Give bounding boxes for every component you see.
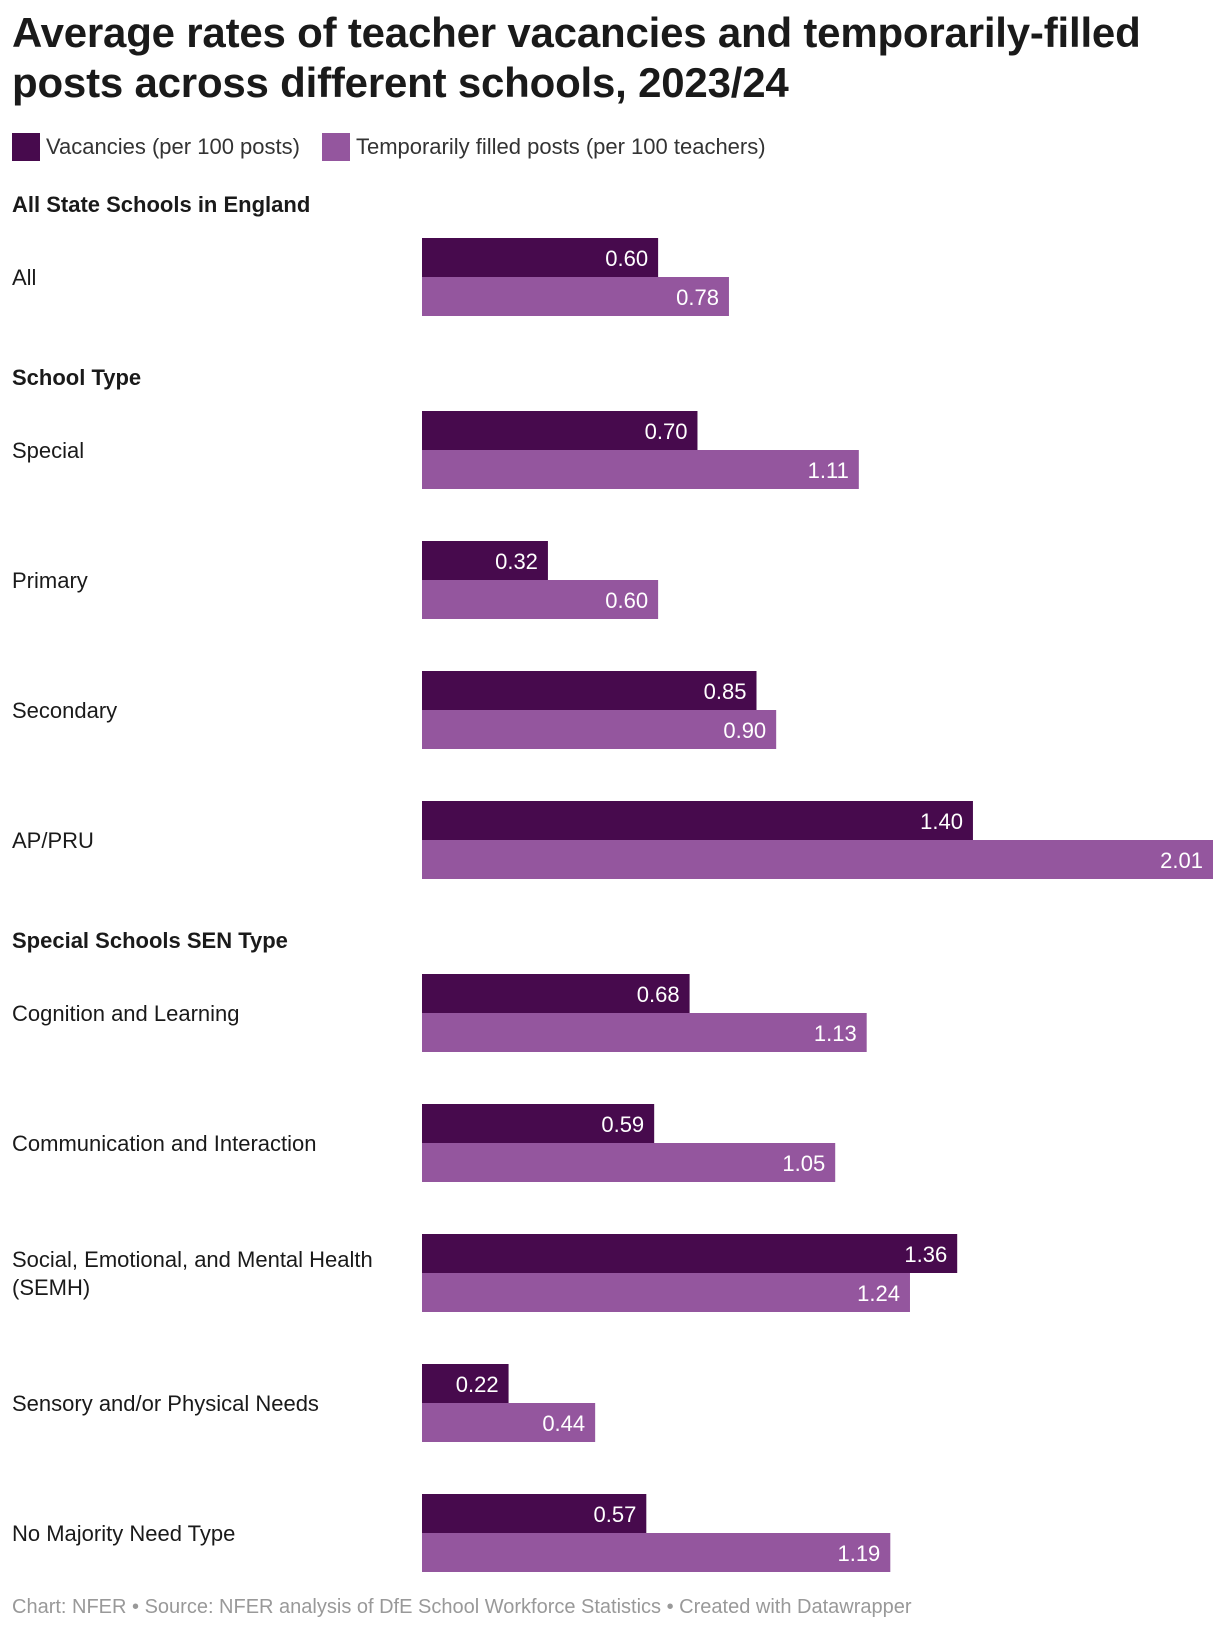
bar-social-emotional-and-mental-health-semh-temporarily-filled xyxy=(422,1273,910,1312)
value-label-special-temporarily-filled: 1.11 xyxy=(808,458,849,483)
bar-primary-temporarily-filled xyxy=(422,580,659,619)
value-label-social-emotional-and-mental-health-semh-vacancies: 1.36 xyxy=(904,1242,947,1267)
chart-footer: Chart: NFER • Source: NFER analysis of D… xyxy=(12,1596,912,1618)
legend-swatch-vacancies xyxy=(12,133,40,161)
row-label-all: All xyxy=(12,265,36,290)
row-label-special: Special xyxy=(12,438,84,463)
bar-communication-and-interaction-vacancies xyxy=(422,1104,655,1143)
row-label-line: Communication and Interaction xyxy=(12,1131,317,1156)
value-label-all-temporarily-filled: 0.78 xyxy=(676,285,719,310)
bar-all-vacancies xyxy=(422,238,659,277)
row-label-no-majority-need-type: No Majority Need Type xyxy=(12,1521,235,1546)
row-label-primary: Primary xyxy=(12,568,88,593)
row-label-line: Special xyxy=(12,438,84,463)
chart-title: Average rates of teacher vacancies and t… xyxy=(12,9,1141,106)
bar-special-temporarily-filled xyxy=(422,450,859,489)
row-label-line: Cognition and Learning xyxy=(12,1001,240,1026)
value-label-sensory-and-or-physical-needs-temporarily-filled: 0.44 xyxy=(542,1411,585,1436)
value-label-social-emotional-and-mental-health-semh-temporarily-filled: 1.24 xyxy=(857,1281,900,1306)
bar-sensory-and-or-physical-needs-vacancies xyxy=(422,1364,509,1403)
row-label-social-emotional-and-mental-health-semh: Social, Emotional, and Mental Health (SEM… xyxy=(12,1247,373,1300)
row-label-line: All xyxy=(12,265,36,290)
row-label-line: No Majority Need Type xyxy=(12,1521,235,1546)
value-label-primary-vacancies: 0.32 xyxy=(495,549,538,574)
bar-ap-pru-temporarily-filled xyxy=(422,840,1213,879)
row-label-ap-pru: AP/PRU xyxy=(12,828,94,853)
value-label-cognition-and-learning-vacancies: 0.68 xyxy=(637,982,680,1007)
legend: Vacancies (per 100 posts) Temporarily fi… xyxy=(12,132,788,162)
value-label-communication-and-interaction-temporarily-filled: 1.05 xyxy=(782,1151,825,1176)
row-label-line: (SEMH) xyxy=(12,1275,90,1300)
value-label-sensory-and-or-physical-needs-vacancies: 0.22 xyxy=(456,1372,499,1397)
bar-sensory-and-or-physical-needs-temporarily-filled xyxy=(422,1403,596,1442)
value-label-all-vacancies: 0.60 xyxy=(605,246,648,271)
group-heading-school-type: School Type xyxy=(12,365,141,390)
value-label-secondary-vacancies: 0.85 xyxy=(704,679,747,704)
row-label-line: Secondary xyxy=(12,698,117,723)
row-label-line: Social, Emotional, and Mental Health xyxy=(12,1247,373,1272)
group-heading-all-state-schools-in-england: All State Schools in England xyxy=(12,192,310,217)
value-label-secondary-temporarily-filled: 0.90 xyxy=(723,718,766,743)
value-label-primary-temporarily-filled: 0.60 xyxy=(605,588,648,613)
row-label-sensory-and-or-physical-needs: Sensory and/or Physical Needs xyxy=(12,1391,319,1416)
legend-label-vacancies: Vacancies (per 100 posts) xyxy=(46,134,300,159)
row-label-line: Sensory and/or Physical Needs xyxy=(12,1391,319,1416)
bar-cognition-and-learning-vacancies xyxy=(422,974,690,1013)
legend-item-vacancies: Vacancies (per 100 posts) xyxy=(12,133,300,161)
row-label-secondary: Secondary xyxy=(12,698,117,723)
bar-secondary-temporarily-filled xyxy=(422,710,777,749)
group-heading-special-schools-sen-type: Special Schools SEN Type xyxy=(12,928,288,953)
bar-no-majority-need-type-temporarily-filled xyxy=(422,1533,891,1572)
bar-communication-and-interaction-temporarily-filled xyxy=(422,1143,836,1182)
bar-no-majority-need-type-vacancies xyxy=(422,1494,647,1533)
value-label-cognition-and-learning-temporarily-filled: 1.13 xyxy=(814,1021,857,1046)
value-label-special-vacancies: 0.70 xyxy=(645,419,688,444)
value-label-no-majority-need-type-vacancies: 0.57 xyxy=(593,1502,636,1527)
row-label-line: AP/PRU xyxy=(12,828,94,853)
bar-cognition-and-learning-temporarily-filled xyxy=(422,1013,867,1052)
bar-special-vacancies xyxy=(422,411,698,450)
bar-ap-pru-vacancies xyxy=(422,801,973,840)
legend-label-temporarily-filled: Temporarily filled posts (per 100 teache… xyxy=(355,134,766,159)
row-label-communication-and-interaction: Communication and Interaction xyxy=(12,1131,317,1156)
value-label-ap-pru-temporarily-filled: 2.01 xyxy=(1160,848,1203,873)
value-label-no-majority-need-type-temporarily-filled: 1.19 xyxy=(837,1541,880,1566)
row-label-line: Primary xyxy=(12,568,88,593)
bar-all-temporarily-filled xyxy=(422,277,729,316)
value-label-communication-and-interaction-vacancies: 0.59 xyxy=(601,1112,644,1137)
value-label-ap-pru-vacancies: 1.40 xyxy=(920,809,963,834)
legend-swatch-temporarily-filled xyxy=(321,133,350,161)
legend-item-temporarily-filled: Temporarily filled posts (per 100 teache… xyxy=(321,133,766,161)
bar-social-emotional-and-mental-health-semh-vacancies xyxy=(422,1234,958,1273)
bar-primary-vacancies xyxy=(422,541,548,580)
row-label-cognition-and-learning: Cognition and Learning xyxy=(12,1001,240,1026)
bar-secondary-vacancies xyxy=(422,671,757,710)
